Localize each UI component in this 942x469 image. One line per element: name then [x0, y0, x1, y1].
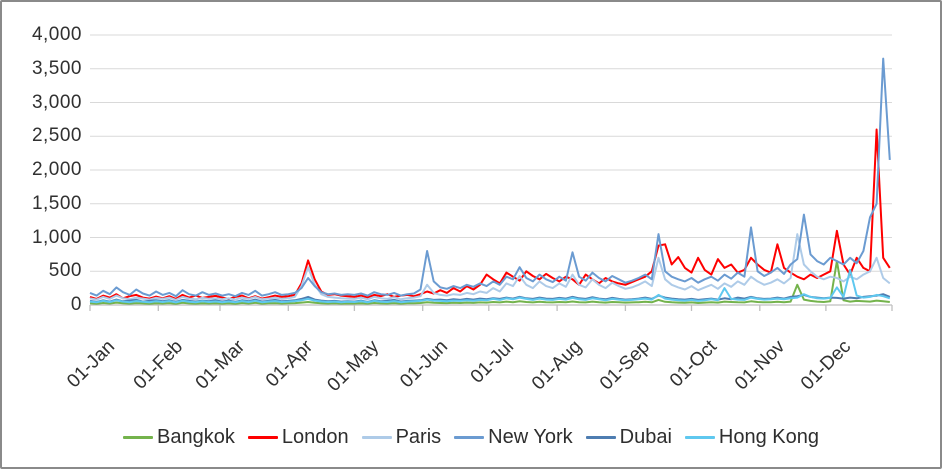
legend-item-new-york: New York — [454, 426, 573, 449]
legend-swatch-icon — [361, 435, 392, 439]
y-axis-label: 2,000 — [31, 159, 82, 180]
legend-label: Dubai — [619, 425, 672, 448]
x-axis-label: 01-Jun — [395, 336, 452, 393]
legend-item-paris: Paris — [361, 425, 442, 449]
legend-label: Paris — [395, 425, 442, 448]
series-line-hong-kong — [89, 268, 891, 304]
legend: Bangkok London Paris New York Dubai Hong Kong — [2, 420, 940, 454]
legend-swatch-icon — [454, 435, 485, 439]
x-axis-label: 01-Feb — [129, 336, 188, 394]
y-axis-label: 0 — [70, 294, 82, 315]
y-axis-label: 1,500 — [31, 192, 82, 214]
legend-label: Hong Kong — [718, 425, 819, 448]
x-axis-label: 01-May — [323, 336, 384, 396]
y-axis-label: 2,500 — [31, 125, 82, 147]
legend-swatch-icon — [684, 435, 715, 439]
x-axis-label: 01-Apr — [262, 336, 318, 392]
y-axis-label: 1,000 — [31, 226, 82, 248]
x-axis-label: 01-Aug — [527, 336, 587, 395]
legend-item-dubai: Dubai — [585, 425, 672, 449]
x-axis-label: 01-Jul — [466, 336, 518, 388]
legend-label: London — [281, 425, 349, 448]
x-axis-label: 01-Nov — [730, 336, 789, 395]
chart-plot-svg — [89, 34, 893, 311]
x-axis-label: 01-Dec — [796, 336, 855, 395]
legend-item-bangkok: Bangkok — [122, 425, 235, 449]
series-line-new-york — [89, 57, 891, 298]
legend-item-hong-kong: Hong Kong — [684, 425, 819, 449]
y-axis-label: 500 — [48, 260, 82, 282]
y-axis-label: 3,500 — [31, 57, 82, 79]
y-axis-label: 3,000 — [31, 91, 82, 113]
legend-label: Bangkok — [156, 425, 235, 448]
x-axis-label: 01-Mar — [191, 336, 250, 394]
legend-swatch-icon — [585, 435, 616, 439]
legend-swatch-icon — [247, 435, 278, 439]
legend-label: New York — [488, 425, 573, 448]
legend-swatch-icon — [122, 435, 153, 439]
x-axis-label: 01-Sep — [596, 336, 655, 395]
x-axis-label: 01-Oct — [665, 336, 721, 392]
series-line-paris — [89, 233, 891, 301]
legend-item-london: London — [247, 425, 349, 449]
x-axis-label: 01-Jan — [63, 336, 120, 393]
series-line-bangkok — [89, 260, 890, 305]
y-axis-label: 4,000 — [31, 24, 82, 45]
